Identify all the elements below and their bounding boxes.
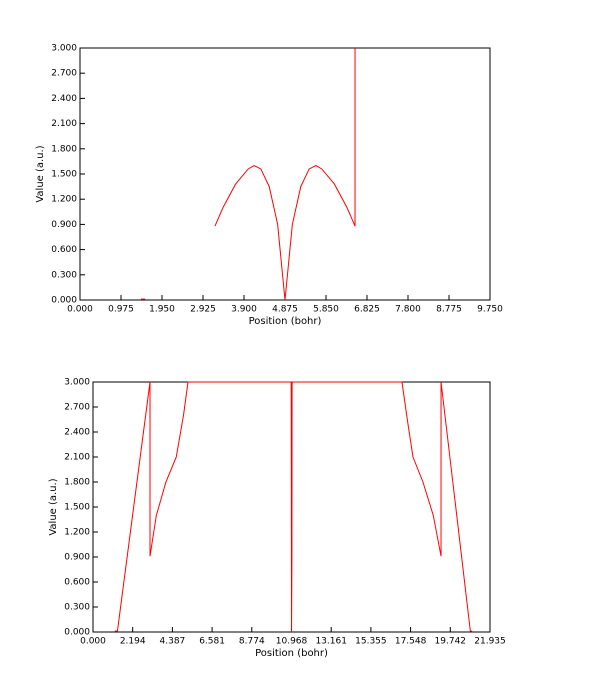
x-tick-label: 1.950: [149, 305, 175, 315]
x-tick-label: 6.825: [354, 305, 380, 315]
x-axis-label: Position (bohr): [249, 316, 322, 327]
y-tick-label: 2.100: [51, 119, 77, 129]
x-tick-label: 7.800: [395, 305, 421, 315]
y-tick-label: 2.700: [64, 403, 90, 413]
y-tick-label: 1.800: [64, 478, 90, 488]
y-tick-label: 2.700: [51, 69, 77, 79]
y-tick-label: 1.200: [51, 195, 77, 205]
x-tick-label: 15.355: [355, 637, 387, 647]
x-tick-label: 0.975: [108, 305, 134, 315]
x-tick-label: 2.194: [120, 637, 146, 647]
x-tick-label: 13.161: [315, 637, 347, 647]
x-axis-label: Position (bohr): [255, 648, 328, 659]
y-tick-label: 0.300: [64, 603, 90, 613]
x-tick-label: 8.775: [436, 305, 462, 315]
x-tick-label: 21.935: [474, 637, 506, 647]
y-tick-label: 1.800: [51, 144, 77, 154]
x-tick-label: 6.581: [199, 637, 225, 647]
x-tick-label: 4.387: [160, 637, 186, 647]
y-axis-label: Value (a.u.): [35, 145, 46, 202]
y-tick-label: 1.500: [64, 503, 90, 513]
x-tick-label: 19.742: [435, 637, 467, 647]
y-tick-label: 0.000: [64, 628, 90, 638]
x-tick-label: 9.750: [477, 305, 503, 315]
y-tick-label: 2.100: [64, 453, 90, 463]
x-tick-label: 10.968: [276, 637, 308, 647]
x-tick-label: 5.850: [313, 305, 339, 315]
x-tick-label: 0.000: [67, 305, 93, 315]
y-tick-label: 3.000: [64, 378, 90, 388]
y-axis-label: Value (a.u.): [48, 478, 59, 535]
x-tick-label: 17.548: [395, 637, 427, 647]
y-tick-label: 0.900: [64, 553, 90, 563]
x-tick-label: 4.875: [272, 305, 298, 315]
y-tick-label: 0.000: [51, 296, 77, 306]
data-line: [114, 381, 473, 633]
y-tick-label: 2.400: [64, 428, 90, 438]
y-tick-label: 0.900: [51, 220, 77, 230]
x-tick-label: 3.900: [231, 305, 257, 315]
plot-frame: [79, 47, 491, 301]
x-tick-label: 0.000: [80, 637, 106, 647]
y-tick-label: 1.200: [64, 528, 90, 538]
y-tick-label: 0.300: [51, 270, 77, 280]
x-tick-label: 2.925: [190, 305, 216, 315]
y-tick-label: 2.400: [51, 94, 77, 104]
y-tick-label: 0.600: [51, 245, 77, 255]
y-tick-label: 1.500: [51, 170, 77, 180]
data-line: [141, 48, 431, 300]
x-tick-label: 8.774: [239, 637, 265, 647]
y-tick-label: 3.000: [51, 44, 77, 54]
y-tick-label: 0.600: [64, 578, 90, 588]
